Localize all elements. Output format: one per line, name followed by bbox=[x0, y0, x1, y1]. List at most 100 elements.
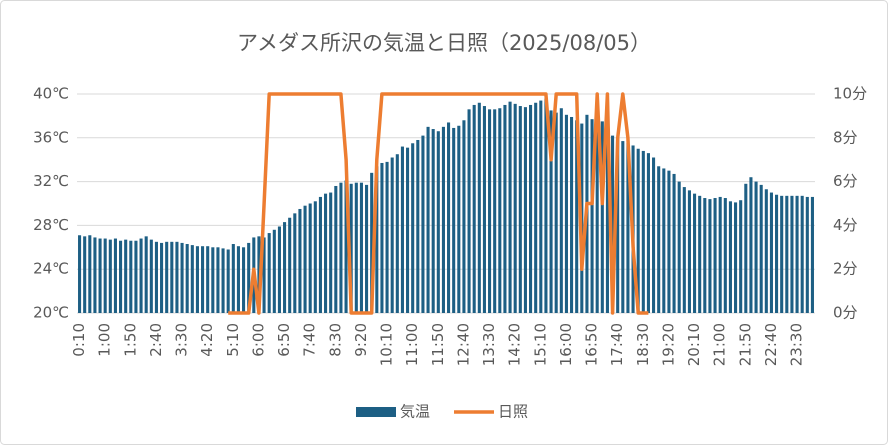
bar bbox=[805, 196, 809, 313]
bar bbox=[221, 248, 225, 313]
bar bbox=[677, 181, 681, 313]
bar bbox=[298, 208, 302, 313]
bar bbox=[88, 235, 92, 313]
bar bbox=[626, 143, 630, 313]
bar bbox=[324, 193, 328, 313]
bar bbox=[611, 135, 615, 313]
bar bbox=[262, 237, 266, 313]
bar bbox=[698, 195, 702, 313]
x-tick-label: 6:00 bbox=[249, 323, 267, 357]
bar bbox=[380, 162, 384, 313]
bar bbox=[662, 168, 666, 313]
bar bbox=[139, 238, 143, 313]
bar bbox=[308, 203, 312, 313]
bar bbox=[98, 238, 102, 313]
bar bbox=[739, 200, 743, 313]
bar bbox=[211, 247, 215, 313]
bar bbox=[570, 116, 574, 314]
x-tick-label: 11:50 bbox=[429, 323, 447, 366]
bar bbox=[667, 170, 671, 313]
bar bbox=[206, 246, 210, 313]
bar bbox=[795, 195, 799, 313]
bar bbox=[493, 109, 497, 313]
x-tick-label: 8:30 bbox=[326, 323, 344, 357]
bar bbox=[621, 141, 625, 313]
bar bbox=[436, 131, 440, 313]
bar bbox=[313, 201, 317, 313]
bar bbox=[810, 196, 814, 313]
x-tick-label: 22:40 bbox=[762, 323, 780, 366]
bar bbox=[154, 241, 158, 313]
x-tick-label: 7:40 bbox=[301, 323, 319, 357]
bar bbox=[426, 126, 430, 313]
bar bbox=[370, 172, 374, 313]
bar bbox=[503, 104, 507, 313]
bar bbox=[195, 246, 199, 313]
x-tick-label: 20:10 bbox=[685, 323, 703, 366]
bar bbox=[616, 137, 620, 313]
x-tick-label: 1:00 bbox=[96, 323, 114, 357]
bar bbox=[718, 196, 722, 313]
bar bbox=[406, 147, 410, 313]
bar bbox=[693, 193, 697, 313]
bar bbox=[785, 195, 789, 313]
bar bbox=[247, 242, 251, 313]
x-tick-label: 12:40 bbox=[454, 323, 472, 366]
bar bbox=[288, 217, 292, 313]
bar bbox=[508, 101, 512, 313]
bar bbox=[390, 157, 394, 313]
bar bbox=[277, 226, 281, 313]
bar bbox=[226, 249, 230, 313]
bar bbox=[257, 236, 261, 313]
bar bbox=[190, 245, 194, 313]
bar bbox=[283, 222, 287, 313]
bar bbox=[764, 189, 768, 313]
bar bbox=[605, 131, 609, 313]
bar bbox=[754, 181, 758, 313]
bar bbox=[744, 183, 748, 313]
bar bbox=[646, 153, 650, 313]
bar bbox=[272, 229, 276, 313]
x-tick-label: 21:00 bbox=[711, 323, 729, 366]
y2-tick-label: 4分 bbox=[833, 216, 858, 234]
bar bbox=[708, 199, 712, 313]
bar bbox=[236, 246, 240, 313]
bar bbox=[134, 240, 138, 313]
bar bbox=[108, 239, 112, 313]
x-tick-label: 3:30 bbox=[173, 323, 191, 357]
bar bbox=[103, 238, 107, 313]
legend-label: 日照 bbox=[498, 403, 528, 421]
bar bbox=[329, 192, 333, 313]
bar bbox=[488, 109, 492, 313]
bar bbox=[365, 184, 369, 313]
bar bbox=[790, 195, 794, 313]
bar bbox=[452, 127, 456, 313]
bar bbox=[759, 184, 763, 313]
x-tick-label: 18:30 bbox=[634, 323, 652, 366]
bar bbox=[78, 235, 82, 313]
bar bbox=[416, 139, 420, 313]
bar bbox=[149, 239, 153, 313]
bar bbox=[160, 242, 164, 313]
bar bbox=[395, 154, 399, 313]
bar bbox=[590, 119, 594, 313]
y2-tick-label: 10分 bbox=[833, 85, 867, 103]
x-tick-label: 15:10 bbox=[531, 323, 549, 366]
y-tick-label: 32℃ bbox=[33, 172, 69, 190]
bar bbox=[682, 187, 686, 313]
bar bbox=[513, 103, 517, 313]
x-tick-label: 4:20 bbox=[198, 323, 216, 357]
bar bbox=[457, 125, 461, 313]
bar bbox=[472, 104, 476, 313]
bar bbox=[575, 120, 579, 313]
x-tick-label: 0:10 bbox=[70, 323, 88, 357]
legend-label: 気温 bbox=[400, 403, 430, 421]
bar bbox=[775, 194, 779, 313]
x-tick-label: 13:30 bbox=[480, 323, 498, 366]
bar bbox=[216, 247, 220, 313]
bar bbox=[421, 135, 425, 313]
bar bbox=[657, 166, 661, 313]
bar bbox=[180, 242, 184, 313]
x-tick-label: 21:50 bbox=[736, 323, 754, 366]
bar bbox=[687, 190, 691, 313]
